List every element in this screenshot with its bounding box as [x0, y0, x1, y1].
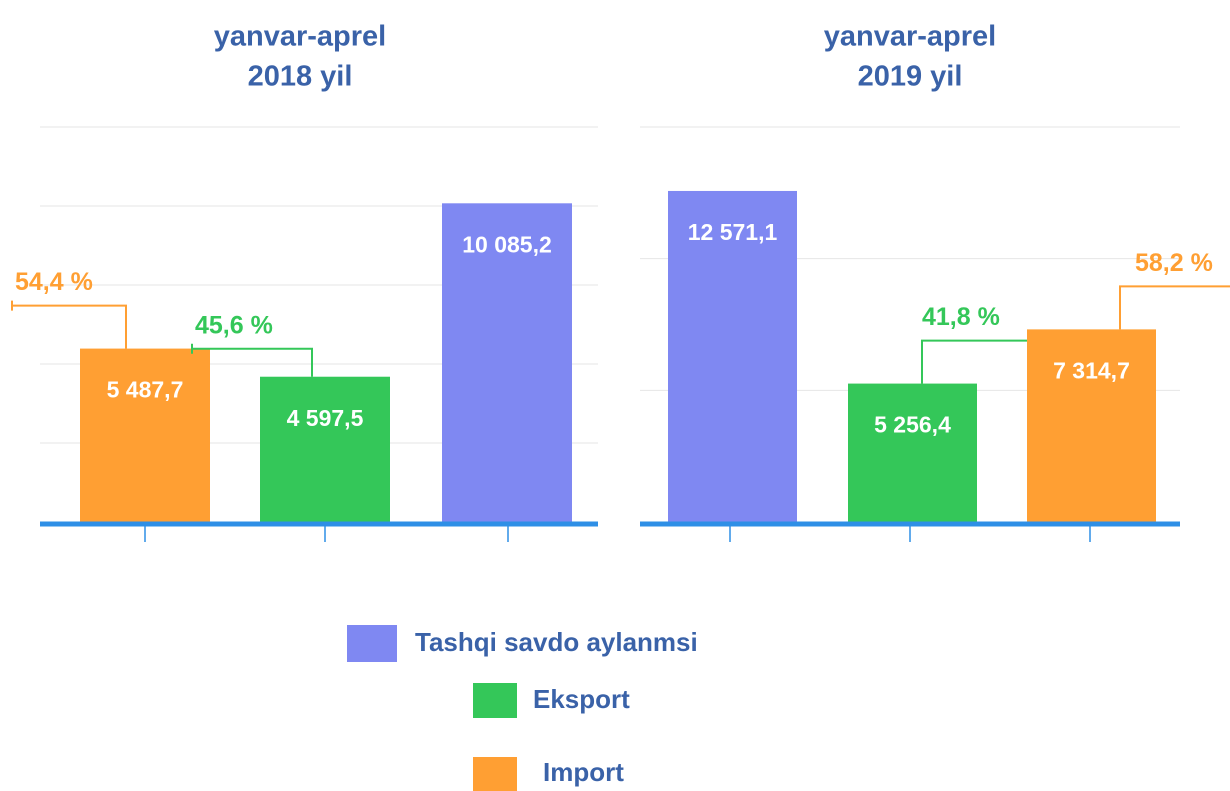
value-label: 5 256,4 — [874, 412, 951, 438]
share-label: 58,2 % — [1135, 249, 1213, 277]
legend-label: Tashqi savdo aylanmsi — [415, 627, 698, 657]
value-label: 5 487,7 — [107, 377, 184, 403]
value-label: 12 571,1 — [688, 219, 778, 245]
chart-subtitle: 2018 yil — [248, 61, 353, 93]
share-label: 54,4 % — [15, 268, 93, 296]
chart-title: yanvar-aprel — [214, 21, 387, 53]
legend-swatch — [473, 757, 517, 791]
bar — [260, 376, 390, 522]
chart-title: yanvar-aprel — [824, 21, 997, 53]
legend-swatch — [347, 625, 397, 662]
legend-label: Import — [543, 757, 624, 787]
value-label: 4 597,5 — [287, 405, 364, 431]
legend-label: Eksport — [533, 684, 630, 714]
bar — [442, 203, 572, 522]
chart-subtitle: 2019 yil — [858, 61, 963, 93]
bar — [668, 190, 797, 522]
bar — [848, 383, 977, 522]
share-label: 41,8 % — [922, 303, 1000, 331]
bar — [80, 348, 210, 522]
share-bracket — [191, 343, 313, 377]
bar — [1027, 329, 1156, 522]
value-label: 7 314,7 — [1053, 357, 1130, 383]
value-label: 10 085,2 — [462, 231, 552, 257]
share-label: 45,6 % — [195, 311, 273, 339]
legend-swatch — [473, 683, 517, 718]
share-bracket — [11, 300, 127, 349]
share-bracket — [1119, 285, 1230, 330]
share-bracket — [921, 335, 1036, 384]
